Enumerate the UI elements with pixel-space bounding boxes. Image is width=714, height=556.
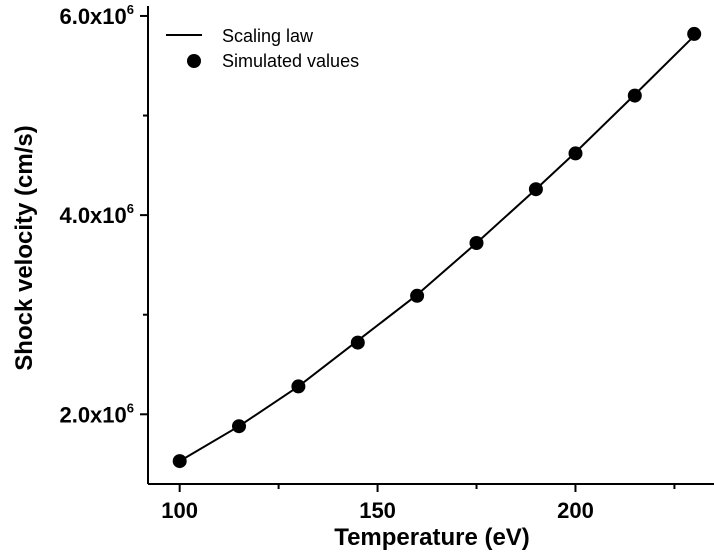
data-point-230 — [687, 26, 702, 41]
axes — [147, 6, 714, 485]
y-ticks: 2.0x106 4.0x106 6.0x106 — [59, 2, 148, 427]
data-point-160 — [410, 288, 425, 303]
data-point-145 — [350, 335, 365, 350]
data-point-215 — [627, 88, 642, 103]
y-tick-label-6: 6.0x106 — [59, 2, 134, 29]
series — [172, 26, 702, 469]
x-tick-label-150: 150 — [359, 498, 396, 523]
y-axis-title: Shock velocity (cm/s) — [11, 125, 38, 370]
legend-label-simulated-values: Simulated values — [222, 51, 359, 71]
legend-label-scaling-law: Scaling law — [222, 26, 314, 46]
series-line-scaling-law — [179, 35, 695, 462]
data-point-200 — [568, 146, 583, 161]
x-tick-label-200: 200 — [557, 498, 594, 523]
data-point-130 — [291, 379, 306, 394]
data-point-100 — [172, 454, 187, 469]
x-axis-title: Temperature (eV) — [334, 524, 530, 551]
data-point-175 — [469, 236, 484, 250]
data-point-115 — [232, 419, 246, 434]
data-point-190 — [528, 182, 543, 197]
legend-marker-swatch — [187, 54, 201, 68]
y-tick-label-4: 4.0x106 — [59, 201, 134, 228]
legend: Scaling law Simulated values — [166, 26, 359, 71]
x-ticks: 100 150 200 — [161, 484, 676, 523]
y-tick-label-2: 2.0x106 — [59, 400, 134, 427]
x-tick-label-100: 100 — [161, 498, 198, 523]
